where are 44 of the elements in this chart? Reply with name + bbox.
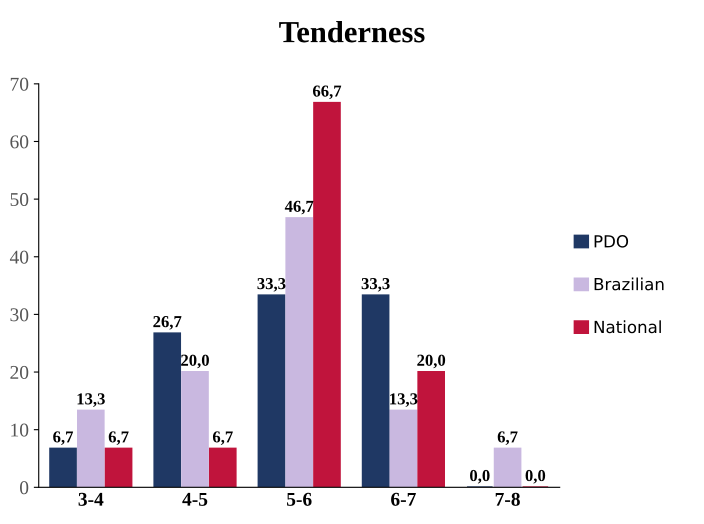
x-tick-label: 7-8 — [496, 492, 520, 506]
legend-label: Brazilian — [594, 278, 664, 290]
bar — [285, 217, 314, 488]
bar — [390, 410, 418, 488]
bar — [153, 332, 182, 488]
y-tick-label: 40 — [10, 250, 28, 264]
y-tick-label: 30 — [10, 308, 28, 322]
data-label: 13,3 — [78, 393, 105, 407]
x-tick-label: 6-7 — [391, 492, 416, 506]
data-label: 33,3 — [362, 278, 390, 292]
x-tick-label: 3-4 — [78, 492, 104, 506]
data-label: 6,7 — [212, 431, 233, 445]
data-label: 33,3 — [257, 278, 286, 292]
bar — [181, 370, 209, 488]
bar — [208, 448, 237, 488]
data-label: 20,0 — [417, 354, 446, 368]
bar — [104, 448, 132, 488]
x-tick-label: 4-5 — [182, 492, 208, 506]
data-label: 6,7 — [108, 431, 129, 445]
y-tick-label: 70 — [10, 78, 28, 91]
bar — [49, 448, 77, 488]
bar — [258, 294, 286, 488]
bar — [417, 370, 445, 488]
chart-title: Tenderness — [279, 20, 425, 42]
data-label: 0,0 — [470, 470, 490, 484]
data-label: 20,0 — [181, 354, 209, 368]
data-label: 6,7 — [53, 431, 74, 445]
y-tick-label: 60 — [10, 135, 28, 148]
bar — [494, 448, 522, 488]
y-tick-label: 10 — [11, 423, 28, 437]
data-label: 0,0 — [526, 470, 546, 484]
y-tick-label: 0 — [20, 481, 28, 494]
data-label: 6,7 — [498, 431, 518, 445]
bar — [76, 410, 105, 488]
data-label: 66,7 — [312, 85, 342, 100]
legend-label: PDO — [594, 235, 628, 248]
x-tick-label: 5-6 — [287, 492, 312, 506]
y-tick-label: 50 — [10, 192, 28, 206]
bar — [362, 294, 390, 488]
legend-label: National — [594, 320, 661, 334]
data-label: 26,7 — [153, 316, 182, 330]
data-label: 13,3 — [390, 393, 418, 407]
bar — [313, 102, 341, 488]
y-tick-label: 20 — [10, 366, 28, 379]
